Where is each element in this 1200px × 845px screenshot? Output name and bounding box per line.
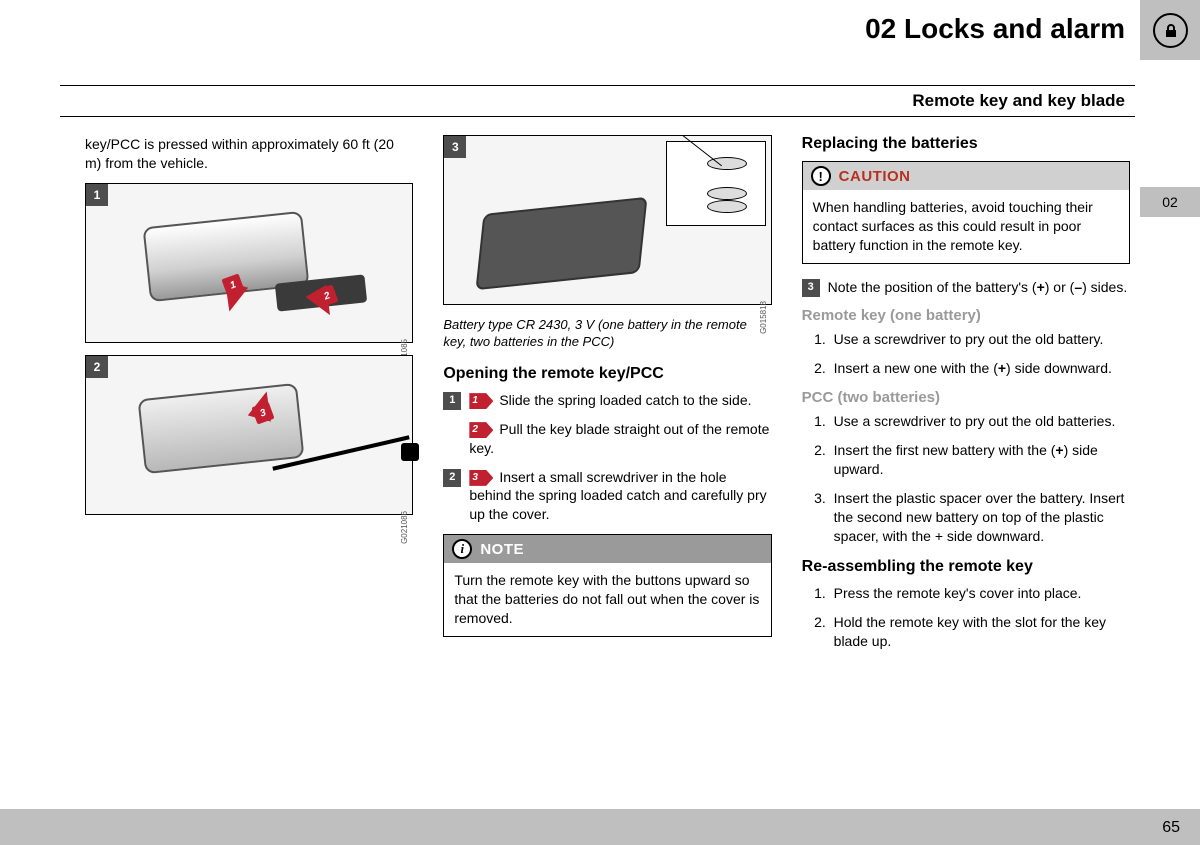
column-3: Replacing the batteries ! CAUTION When h…	[802, 135, 1130, 662]
figure-3: 3 G015818	[443, 135, 771, 305]
remote-key-one-list: Use a screwdriver to pry out the old bat…	[802, 330, 1130, 378]
figure-3-ref: G015818	[759, 301, 768, 334]
column-1: key/PCC is pressed within approximately …	[85, 135, 413, 662]
step-1-num: 1	[443, 392, 461, 410]
note-title: NOTE	[480, 541, 524, 558]
heading-reassemble: Re-assembling the remote key	[802, 558, 1130, 576]
step-2-text: 2Pull the key blade straight out of the …	[469, 420, 771, 458]
step-3-text: 3Insert a small screwdriver in the hole …	[469, 468, 771, 525]
figure-2: 2 3 G021086	[85, 355, 413, 515]
footer-bar	[0, 809, 1200, 845]
figure-1-tag: 1	[86, 184, 108, 206]
step-1-text: 1Slide the spring loaded catch to the si…	[469, 391, 771, 410]
page-number: 65	[1162, 819, 1180, 837]
reassemble-list: Press the remote key's cover into place.…	[802, 584, 1130, 651]
pointer-line	[682, 135, 722, 167]
side-tab: 02	[1140, 187, 1200, 217]
step-3: 2 3Insert a small screwdriver in the hol…	[443, 468, 771, 525]
step-note-num: 3	[802, 279, 820, 297]
list-item: Insert a new one with the (+) side downw…	[830, 359, 1130, 378]
lock-icon	[1153, 13, 1188, 48]
pcc-list: Use a screwdriver to pry out the old bat…	[802, 412, 1130, 545]
step-2: 2Pull the key blade straight out of the …	[443, 420, 771, 458]
figure-3-caption: Battery type CR 2430, 3 V (one battery i…	[443, 317, 771, 351]
column-2: 3 G015818 Battery type CR 2430, 3 V (one…	[443, 135, 771, 662]
list-item: Hold the remote key with the slot for th…	[830, 613, 1130, 651]
figure-2-tag: 2	[86, 356, 108, 378]
figure-3-inset	[666, 141, 766, 226]
screwdriver-handle	[401, 443, 419, 461]
info-icon: i	[452, 539, 472, 559]
list-item: Insert the first new battery with the (+…	[830, 441, 1130, 479]
caution-header: ! CAUTION	[803, 162, 1129, 190]
keyfob-open-drawing	[476, 197, 648, 291]
step-3-num: 2	[443, 469, 461, 487]
step-1: 1 1Slide the spring loaded catch to the …	[443, 391, 771, 410]
caution-box: ! CAUTION When handling batteries, avoid…	[802, 161, 1130, 264]
caution-title: CAUTION	[839, 168, 911, 185]
list-item: Use a screwdriver to pry out the old bat…	[830, 330, 1130, 349]
note-header: i NOTE	[444, 535, 770, 563]
content-columns: key/PCC is pressed within approximately …	[85, 135, 1130, 662]
caution-icon: !	[811, 166, 831, 186]
section-title: Remote key and key blade	[60, 85, 1135, 117]
heading-remote-key-one: Remote key (one battery)	[802, 307, 1130, 324]
caution-body: When handling batteries, avoid touching …	[803, 190, 1129, 263]
heading-opening: Opening the remote key/PCC	[443, 365, 771, 383]
figure-3-tag: 3	[444, 136, 466, 158]
intro-text: key/PCC is pressed within approximately …	[85, 135, 413, 173]
chapter-title: 02 Locks and alarm	[865, 13, 1125, 45]
list-item: Use a screwdriver to pry out the old bat…	[830, 412, 1130, 431]
battery-icon	[707, 187, 747, 200]
figure-1: 1 1 2 G021085	[85, 183, 413, 343]
step-note-text: Note the position of the battery's (+) o…	[828, 278, 1130, 297]
step-note: 3 Note the position of the battery's (+)…	[802, 278, 1130, 297]
corner-block	[1140, 0, 1200, 60]
battery-icon	[707, 200, 747, 213]
heading-pcc: PCC (two batteries)	[802, 389, 1130, 406]
list-item: Insert the plastic spacer over the batte…	[830, 489, 1130, 546]
page: 02 Locks and alarm 02 Remote key and key…	[0, 0, 1200, 845]
note-box: i NOTE Turn the remote key with the butt…	[443, 534, 771, 637]
list-item: Press the remote key's cover into place.	[830, 584, 1130, 603]
red-marker-2: 2	[469, 422, 493, 438]
heading-replacing: Replacing the batteries	[802, 135, 1130, 153]
note-body: Turn the remote key with the buttons upw…	[444, 563, 770, 636]
keyfob-drawing-2	[138, 383, 305, 474]
red-marker-1: 1	[469, 393, 493, 409]
red-marker-3: 3	[469, 470, 493, 486]
figure-2-ref: G021086	[400, 511, 409, 544]
